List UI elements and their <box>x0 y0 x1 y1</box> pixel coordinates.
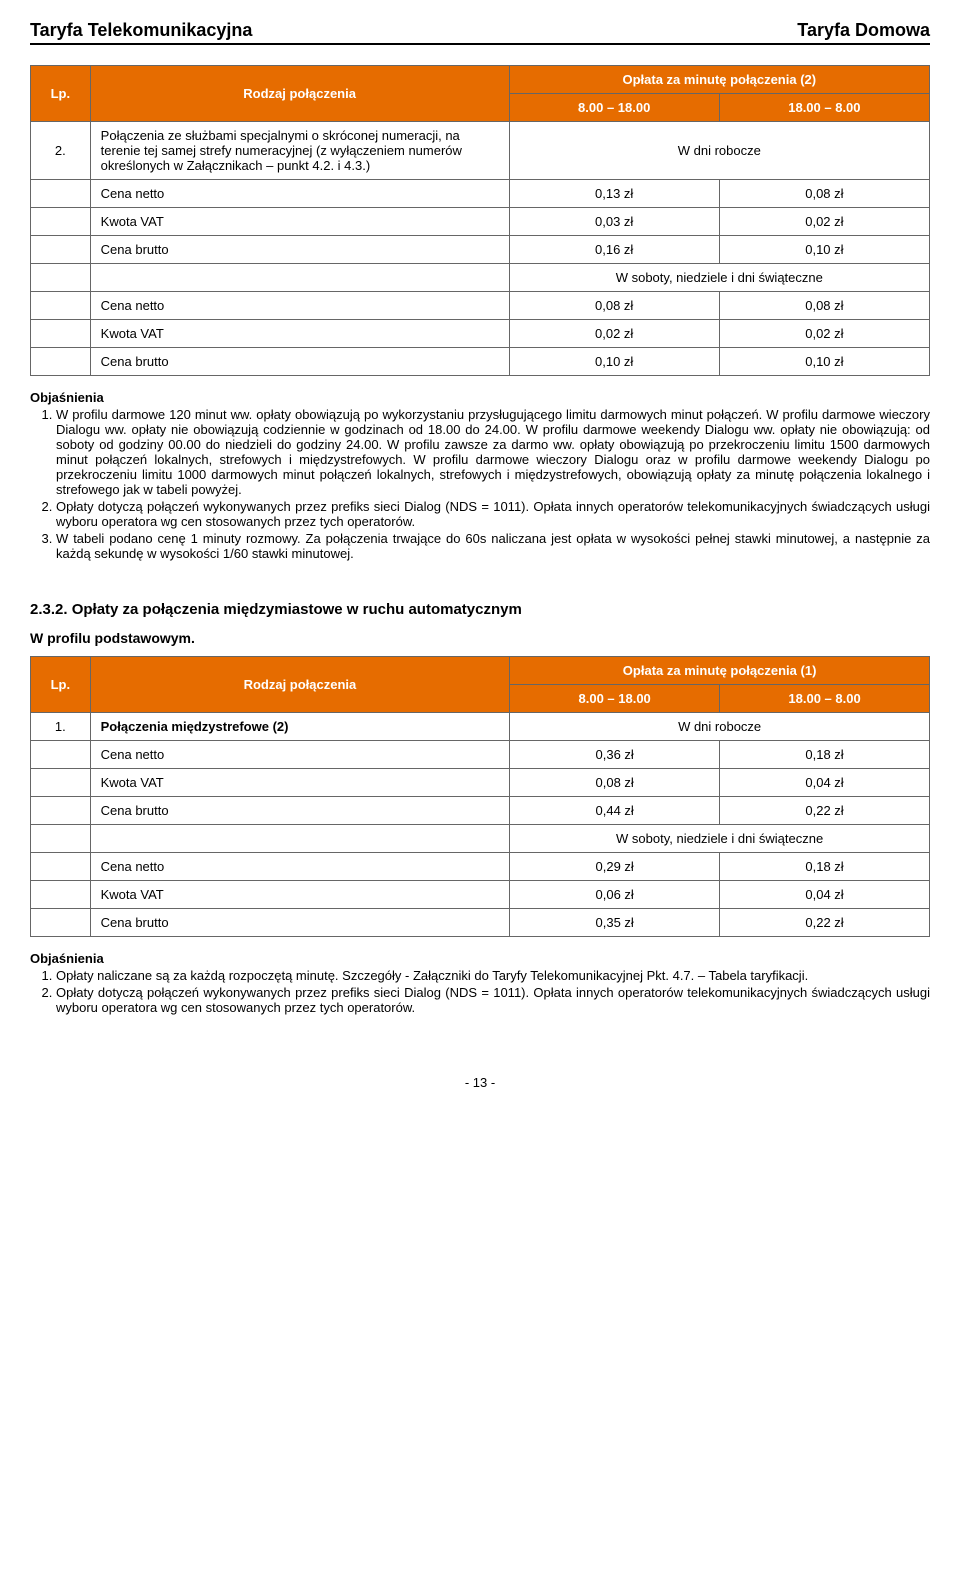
table-row: Cena netto 0,08 zł 0,08 zł <box>31 292 930 320</box>
val: 0,08 zł <box>509 292 719 320</box>
val: 0,16 zł <box>509 236 719 264</box>
val: 0,13 zł <box>509 180 719 208</box>
header-right: Taryfa Domowa <box>797 20 930 41</box>
table-row: Cena brutto 0,35 zł 0,22 zł <box>31 909 930 937</box>
weekend-span: W soboty, niedziele i dni świąteczne <box>510 825 930 853</box>
page-number: - 13 - <box>30 1075 930 1090</box>
th-time1: 8.00 – 18.00 <box>509 94 719 122</box>
th-time2: 18.00 – 8.00 <box>719 94 929 122</box>
val: 0,02 zł <box>719 320 929 348</box>
table-row: Cena netto 0,36 zł 0,18 zł <box>31 741 930 769</box>
label-kwota-vat: Kwota VAT <box>90 881 510 909</box>
table-row: Kwota VAT 0,02 zł 0,02 zł <box>31 320 930 348</box>
th-rodzaj: Rodzaj połączenia <box>90 66 509 122</box>
val: 0,22 zł <box>720 909 930 937</box>
val: 0,08 zł <box>510 769 720 797</box>
val: 0,29 zł <box>510 853 720 881</box>
obj-item: Opłaty naliczane są za każdą rozpoczętą … <box>56 968 930 983</box>
val: 0,36 zł <box>510 741 720 769</box>
val: 0,18 zł <box>720 853 930 881</box>
th-rodzaj: Rodzaj połączenia <box>90 657 510 713</box>
val: 0,02 zł <box>719 208 929 236</box>
th-time1: 8.00 – 18.00 <box>510 685 720 713</box>
val: 0,18 zł <box>720 741 930 769</box>
obj-item: Opłaty dotyczą połączeń wykonywanych prz… <box>56 985 930 1015</box>
label-kwota-vat: Kwota VAT <box>90 769 510 797</box>
val: 0,35 zł <box>510 909 720 937</box>
row-lp: 2. <box>31 122 91 180</box>
table-row: Cena netto 0,29 zł 0,18 zł <box>31 853 930 881</box>
page-header: Taryfa Telekomunikacyjna Taryfa Domowa <box>30 20 930 45</box>
table-row: Cena brutto 0,44 zł 0,22 zł <box>31 797 930 825</box>
val: 0,10 zł <box>509 348 719 376</box>
th-lp: Lp. <box>31 66 91 122</box>
obj-item: W tabeli podano cenę 1 minuty rozmowy. Z… <box>56 531 930 561</box>
label-cena-netto: Cena netto <box>90 292 509 320</box>
obj-item: W profilu darmowe 120 minut ww. opłaty o… <box>56 407 930 497</box>
table-row: Cena brutto 0,16 zł 0,10 zł <box>31 236 930 264</box>
workdays-span: W dni robocze <box>510 713 930 741</box>
tariff-table-2: Lp. Rodzaj połączenia Opłata za minutę p… <box>30 656 930 937</box>
val: 0,04 zł <box>720 881 930 909</box>
val: 0,10 zł <box>719 348 929 376</box>
row-desc: Połączenia ze służbami specjalnymi o skr… <box>90 122 509 180</box>
profil-subheading: W profilu podstawowym. <box>30 630 930 646</box>
objasnienia-list-2: Opłaty naliczane są za każdą rozpoczętą … <box>30 968 930 1015</box>
th-lp: Lp. <box>31 657 91 713</box>
val: 0,04 zł <box>720 769 930 797</box>
label-cena-netto: Cena netto <box>90 180 509 208</box>
table-row: Kwota VAT 0,03 zł 0,02 zł <box>31 208 930 236</box>
val: 0,10 zł <box>719 236 929 264</box>
row-desc: Połączenia międzystrefowe (2) <box>90 713 510 741</box>
row-lp: 1. <box>31 713 91 741</box>
label-kwota-vat: Kwota VAT <box>90 320 509 348</box>
val: 0,03 zł <box>509 208 719 236</box>
objasnienia-list-1: W profilu darmowe 120 minut ww. opłaty o… <box>30 407 930 561</box>
th-oplata: Opłata za minutę połączenia (2) <box>509 66 929 94</box>
label-cena-netto: Cena netto <box>90 853 510 881</box>
val: 0,22 zł <box>720 797 930 825</box>
obj-item: Opłaty dotyczą połączeń wykonywanych prz… <box>56 499 930 529</box>
objasnienia-title-1: Objaśnienia <box>30 390 930 405</box>
table-row: Kwota VAT 0,06 zł 0,04 zł <box>31 881 930 909</box>
table-row: Kwota VAT 0,08 zł 0,04 zł <box>31 769 930 797</box>
label-cena-brutto: Cena brutto <box>90 236 509 264</box>
th-oplata: Opłata za minutę połączenia (1) <box>510 657 930 685</box>
workdays-span: W dni robocze <box>509 122 929 180</box>
weekend-span: W soboty, niedziele i dni świąteczne <box>509 264 929 292</box>
label-cena-brutto: Cena brutto <box>90 797 510 825</box>
table-row: Cena brutto 0,10 zł 0,10 zł <box>31 348 930 376</box>
table-row: Cena netto 0,13 zł 0,08 zł <box>31 180 930 208</box>
header-left: Taryfa Telekomunikacyjna <box>30 20 252 41</box>
val: 0,44 zł <box>510 797 720 825</box>
label-cena-brutto: Cena brutto <box>90 909 510 937</box>
val: 0,06 zł <box>510 881 720 909</box>
tariff-table-1: Lp. Rodzaj połączenia Opłata za minutę p… <box>30 65 930 376</box>
val: 0,08 zł <box>719 292 929 320</box>
section-232-heading: 2.3.2. Opłaty za połączenia międzymiasto… <box>30 601 930 618</box>
th-time2: 18.00 – 8.00 <box>720 685 930 713</box>
label-cena-netto: Cena netto <box>90 741 510 769</box>
objasnienia-title-2: Objaśnienia <box>30 951 930 966</box>
label-kwota-vat: Kwota VAT <box>90 208 509 236</box>
label-cena-brutto: Cena brutto <box>90 348 509 376</box>
val: 0,08 zł <box>719 180 929 208</box>
val: 0,02 zł <box>509 320 719 348</box>
